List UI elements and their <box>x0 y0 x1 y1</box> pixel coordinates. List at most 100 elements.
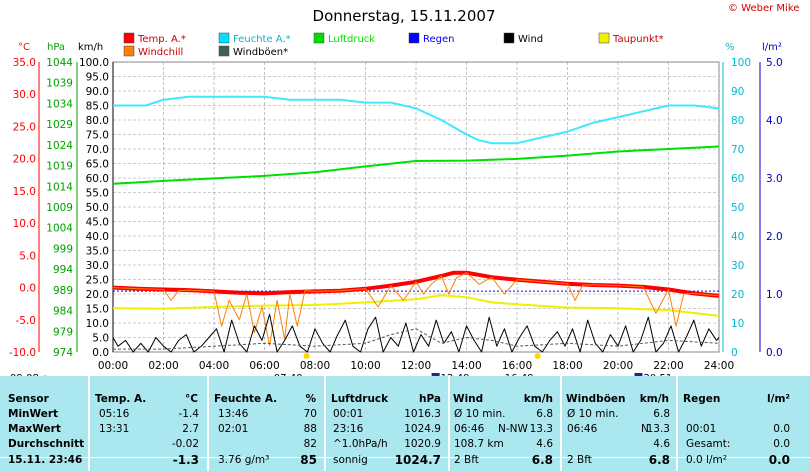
tick-label-pressure_hpa: 1004 <box>46 223 73 235</box>
legend-label: Regen <box>423 34 455 45</box>
tick-label-wind_kmh: 30.0 <box>86 260 109 272</box>
tick-label-pressure_hpa: 1024 <box>46 140 73 152</box>
stats-unit: °C <box>185 393 198 405</box>
x-tick-label: 12:00 <box>401 360 431 372</box>
humidity-value: 82 <box>303 438 317 450</box>
legend-label: Windchill <box>138 47 183 58</box>
rain-time: 0.0 l/m² <box>686 454 727 466</box>
tick-label-humidity_pct: 90 <box>731 86 744 98</box>
tick-label-temp_c: -5.0 <box>16 315 37 327</box>
x-tick-label: 10:00 <box>350 360 380 372</box>
tick-label-humidity_pct: 70 <box>731 144 744 156</box>
rain-axis-unit: l/m² <box>762 42 782 53</box>
tick-label-wind_kmh: 5.0 <box>92 333 109 345</box>
extra-event-time: 09:08 <box>10 373 39 376</box>
moonset-marker <box>634 373 643 376</box>
tick-label-temp_c: 35.0 <box>13 57 36 69</box>
pressure-axis-unit: hPa <box>47 42 65 53</box>
humidity-time: 13:46 <box>218 408 249 420</box>
x-tick-label: 06:00 <box>249 360 279 372</box>
legend-swatch <box>123 32 135 44</box>
stats-unit: km/h <box>639 393 669 405</box>
tick-label-pressure_hpa: 1039 <box>46 78 73 90</box>
wind-value: 4.6 <box>536 438 553 450</box>
humidity-value: 70 <box>303 408 317 420</box>
wind-direction: N-NW <box>498 423 528 435</box>
tick-label-wind_kmh: 0.0 <box>92 347 109 359</box>
tick-label-wind_kmh: 100.0 <box>79 57 109 69</box>
stats-row-label: MinWert <box>8 408 59 420</box>
weather-chart: Donnerstag, 15.11.2007 © Weber Mike °C h… <box>9 3 799 376</box>
stats-header: Regen <box>683 393 721 405</box>
tick-label-temp_c: -10.0 <box>9 347 36 359</box>
x-tick-label: 16:00 <box>502 360 532 372</box>
extra-event-marker <box>42 375 48 376</box>
wind-time: 06:46 <box>454 423 485 435</box>
temp-time: 05:16 <box>99 408 130 420</box>
legend-swatch <box>598 32 610 44</box>
pressure-value: 1016.3 <box>404 408 441 420</box>
rain-value: 0.0 <box>773 423 790 435</box>
tick-label-wind_kmh: 10.0 <box>86 318 109 330</box>
moonset-time: 20:51 <box>643 373 672 376</box>
pressure-time: sonnig <box>333 454 368 466</box>
x-tick-label: 18:00 <box>552 360 582 372</box>
tick-label-rain_lm2: 2.0 <box>766 231 783 243</box>
legend-swatch <box>218 45 230 57</box>
tick-label-rain_lm2: 1.0 <box>766 289 783 301</box>
stats-header: Windböen <box>566 393 626 405</box>
stats-unit: km/h <box>523 393 553 405</box>
stats-header: Sensor <box>8 393 49 405</box>
rain-time: Gesamt: <box>686 438 731 450</box>
table-divider <box>0 457 810 458</box>
tick-label-wind_kmh: 75.0 <box>86 130 109 142</box>
tick-label-temp_c: 0.0 <box>19 283 36 295</box>
stats-row-label: Durchschnitt <box>8 438 85 450</box>
tick-label-wind_kmh: 90.0 <box>86 86 109 98</box>
tick-label-humidity_pct: 10 <box>731 318 744 330</box>
tick-label-pressure_hpa: 974 <box>53 347 73 359</box>
wind-value: 6.8 <box>536 408 553 420</box>
tick-label-wind_kmh: 70.0 <box>86 144 109 156</box>
legend-label: Wind <box>518 34 543 45</box>
legend-swatch <box>218 32 230 44</box>
tick-label-rain_lm2: 0.0 <box>766 347 783 359</box>
temp-axis-unit: °C <box>18 42 30 53</box>
tick-label-temp_c: 10.0 <box>13 218 36 230</box>
table-divider <box>324 376 326 471</box>
legend-label: Taupunkt* <box>612 34 664 45</box>
tick-label-wind_kmh: 80.0 <box>86 115 109 127</box>
tick-label-wind_kmh: 65.0 <box>86 159 109 171</box>
series-line-taupunkt <box>112 294 720 317</box>
tick-label-pressure_hpa: 1034 <box>46 98 73 110</box>
x-tick-label: 20:00 <box>603 360 633 372</box>
table-divider <box>560 376 562 471</box>
tick-label-pressure_hpa: 1029 <box>46 119 73 131</box>
humidity-time: 3.76 g/m³ <box>218 454 270 466</box>
temp-value: -1.3 <box>172 453 199 467</box>
tick-label-pressure_hpa: 989 <box>53 285 73 297</box>
tick-label-wind_kmh: 95.0 <box>86 72 109 84</box>
temp-time: 13:31 <box>99 423 130 435</box>
pressure-time: 23:16 <box>333 423 364 435</box>
legend-label: Windböen* <box>233 47 288 58</box>
gust-value: 13.3 <box>646 423 670 435</box>
rain-value: 0.0 <box>768 453 790 467</box>
gust-value: 6.8 <box>653 408 670 420</box>
wind-value: 6.8 <box>531 453 553 467</box>
tick-label-wind_kmh: 85.0 <box>86 101 109 113</box>
tick-label-temp_c: 20.0 <box>13 154 36 166</box>
tick-label-humidity_pct: 20 <box>731 289 744 301</box>
pressure-value: 1024.9 <box>404 423 441 435</box>
tick-label-rain_lm2: 4.0 <box>766 115 783 127</box>
table-divider <box>448 376 450 471</box>
tick-label-wind_kmh: 20.0 <box>86 289 109 301</box>
table-divider <box>207 376 209 471</box>
stats-header: Luftdruck <box>331 393 389 405</box>
temp-value: 2.7 <box>182 423 199 435</box>
tick-label-wind_kmh: 60.0 <box>86 173 109 185</box>
tick-label-humidity_pct: 80 <box>731 115 744 127</box>
tick-label-pressure_hpa: 1019 <box>46 161 73 173</box>
legend-swatch <box>503 32 515 44</box>
chart-title: Donnerstag, 15.11.2007 <box>313 7 496 25</box>
